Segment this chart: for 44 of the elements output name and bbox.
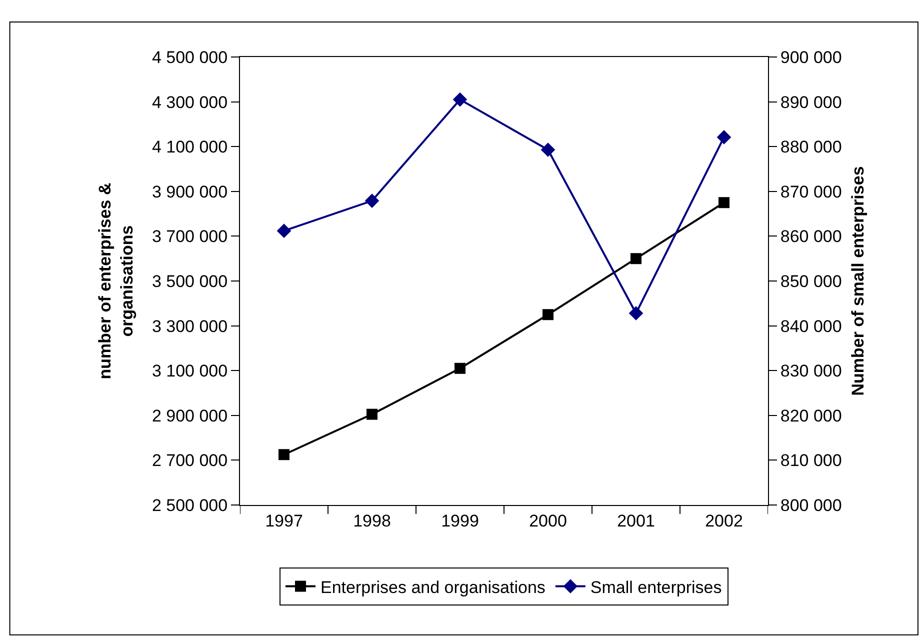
point [276,224,292,238]
point [630,253,642,264]
y-tick-label: 3 300 000 [152,316,228,336]
point [366,408,378,420]
legend-label: Enterprises and organisations [320,578,546,597]
point [628,306,644,320]
y2-tick-label: 840 000 [780,316,842,336]
point [452,92,468,107]
y-tick-label: 3 700 000 [152,227,228,246]
y-axis-title: number of enterprises & organisations [95,182,137,380]
point [542,309,554,320]
y2-tick-label: 860 000 [780,227,842,246]
y2-tick-label: 850 000 [780,272,842,291]
y2-tick-label: 830 000 [780,362,842,381]
y2-tick-label: 890 000 [780,92,842,112]
y-tick-label: 3 900 000 [152,182,228,202]
x-tick-label: 1997 [265,511,303,530]
x-tick-label: 2001 [617,511,655,530]
y2-axis-title: Number of small enterprises [848,166,868,396]
y-tick-label: 4 300 000 [152,92,228,112]
point [540,142,556,157]
point [718,197,730,208]
y2-tick-label: 800 000 [780,496,842,515]
point [278,449,290,460]
y2-tick-label: 820 000 [780,406,842,426]
y-tick-label: 4 500 000 [152,48,228,67]
y-tick-label: 3 100 000 [152,362,228,381]
y2-tick-label: 810 000 [780,451,842,470]
legend-label: Small enterprises [590,578,722,597]
x-tick-label: 2000 [529,511,567,530]
y-tick-label: 3 500 000 [152,272,228,291]
point [716,130,732,144]
y2-tick-label: 870 000 [780,182,842,202]
x-tick-label: 1999 [441,511,479,530]
x-tick-label: 1998 [353,511,391,530]
y-tick-label: 2 500 000 [152,496,228,515]
y-tick-label: 4 100 000 [152,138,228,157]
y2-tick-label: 880 000 [780,138,842,157]
point [454,362,466,374]
point [364,194,380,208]
y-tick-label: 2 900 000 [152,406,228,426]
y-tick-label: 2 700 000 [152,451,228,470]
y2-tick-label: 900 000 [780,48,842,67]
x-tick-label: 2002 [705,511,743,530]
